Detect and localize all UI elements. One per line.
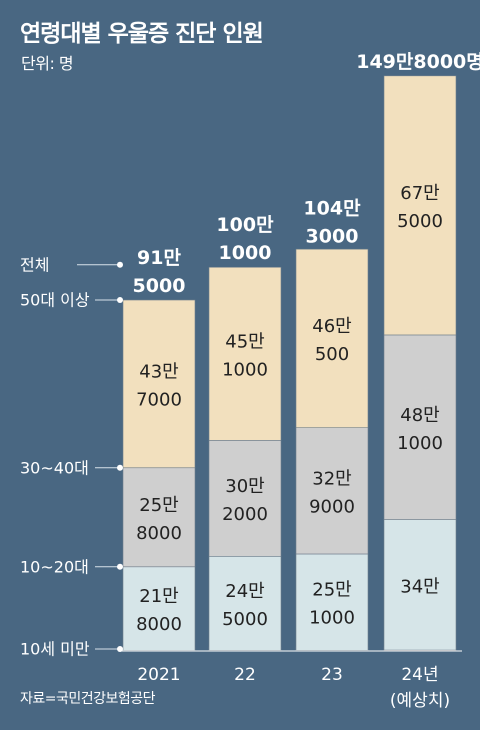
bar-segment [208, 266, 282, 441]
data-label: 30만 [225, 476, 264, 497]
bar-segment [122, 299, 196, 469]
data-label: 8000 [136, 523, 182, 544]
data-label: 1000 [309, 608, 355, 629]
legend-item: 전체 [20, 255, 123, 274]
chart-title: 연령대별 우울증 진단 인원 [20, 21, 264, 47]
total-label: 149만8000명 [356, 51, 480, 73]
data-label: 34만 [400, 576, 439, 597]
category-label: 2021 [137, 665, 180, 685]
bar-segment [208, 440, 282, 557]
category-label: 22 [234, 665, 256, 685]
data-label: 1000 [397, 433, 443, 454]
data-label: 1000 [222, 359, 268, 380]
data-label: 500 [315, 344, 349, 365]
total-label: 5000 [133, 275, 186, 297]
bar-segment [208, 556, 282, 651]
data-label: 21만 [139, 586, 178, 607]
data-label: 45만 [225, 331, 264, 352]
leader-dot [117, 261, 123, 268]
data-label: 8000 [136, 614, 182, 635]
data-label: 48만 [400, 405, 439, 426]
data-label: 2000 [222, 504, 268, 525]
legend-label: 10~20대 [20, 557, 89, 576]
data-label: 25만 [139, 495, 178, 516]
bar-segment [383, 75, 457, 336]
data-label: 25만 [312, 580, 351, 601]
legend-label: 50대 이상 [20, 291, 90, 310]
legend-item: 50대 이상 [20, 291, 123, 310]
category-note: (예상치) [390, 691, 450, 711]
leader-dot [117, 563, 123, 570]
data-label: 7000 [136, 389, 182, 410]
total-label: 100만 [216, 214, 274, 236]
bar-segment [295, 427, 369, 555]
legend-label: 전체 [20, 255, 49, 274]
data-label: 46만 [312, 316, 351, 337]
category-label: 23 [321, 665, 343, 685]
data-label: 9000 [309, 496, 355, 517]
legend-item: 30~40대 [20, 458, 123, 477]
total-label: 104만 [303, 198, 361, 220]
source-note: 자료=국민건강보험공단 [20, 691, 156, 707]
legend-label: 10세 미만 [20, 640, 90, 659]
data-label: 32만 [312, 468, 351, 489]
legend-item: 10세 미만 [20, 640, 123, 659]
leader-dot [117, 297, 123, 304]
data-label: 67만 [400, 183, 439, 204]
total-label: 1000 [219, 242, 272, 264]
bar-segment [122, 566, 196, 651]
bar-segment [383, 334, 457, 520]
category-label: 24년 [401, 665, 438, 685]
bar-segment [122, 467, 196, 568]
leader-dot [117, 464, 123, 471]
bar-segment [295, 553, 369, 651]
total-label: 91만 [137, 247, 181, 269]
total-label: 3000 [306, 226, 359, 248]
bar-segment [295, 248, 369, 428]
legend-item: 10~20대 [20, 557, 123, 576]
data-label: 5000 [222, 609, 268, 630]
legend-label: 30~40대 [20, 458, 89, 477]
data-label: 43만 [139, 361, 178, 382]
unit-label: 단위: 명 [21, 54, 74, 73]
data-label: 24만 [225, 581, 264, 602]
data-label: 5000 [397, 211, 443, 232]
